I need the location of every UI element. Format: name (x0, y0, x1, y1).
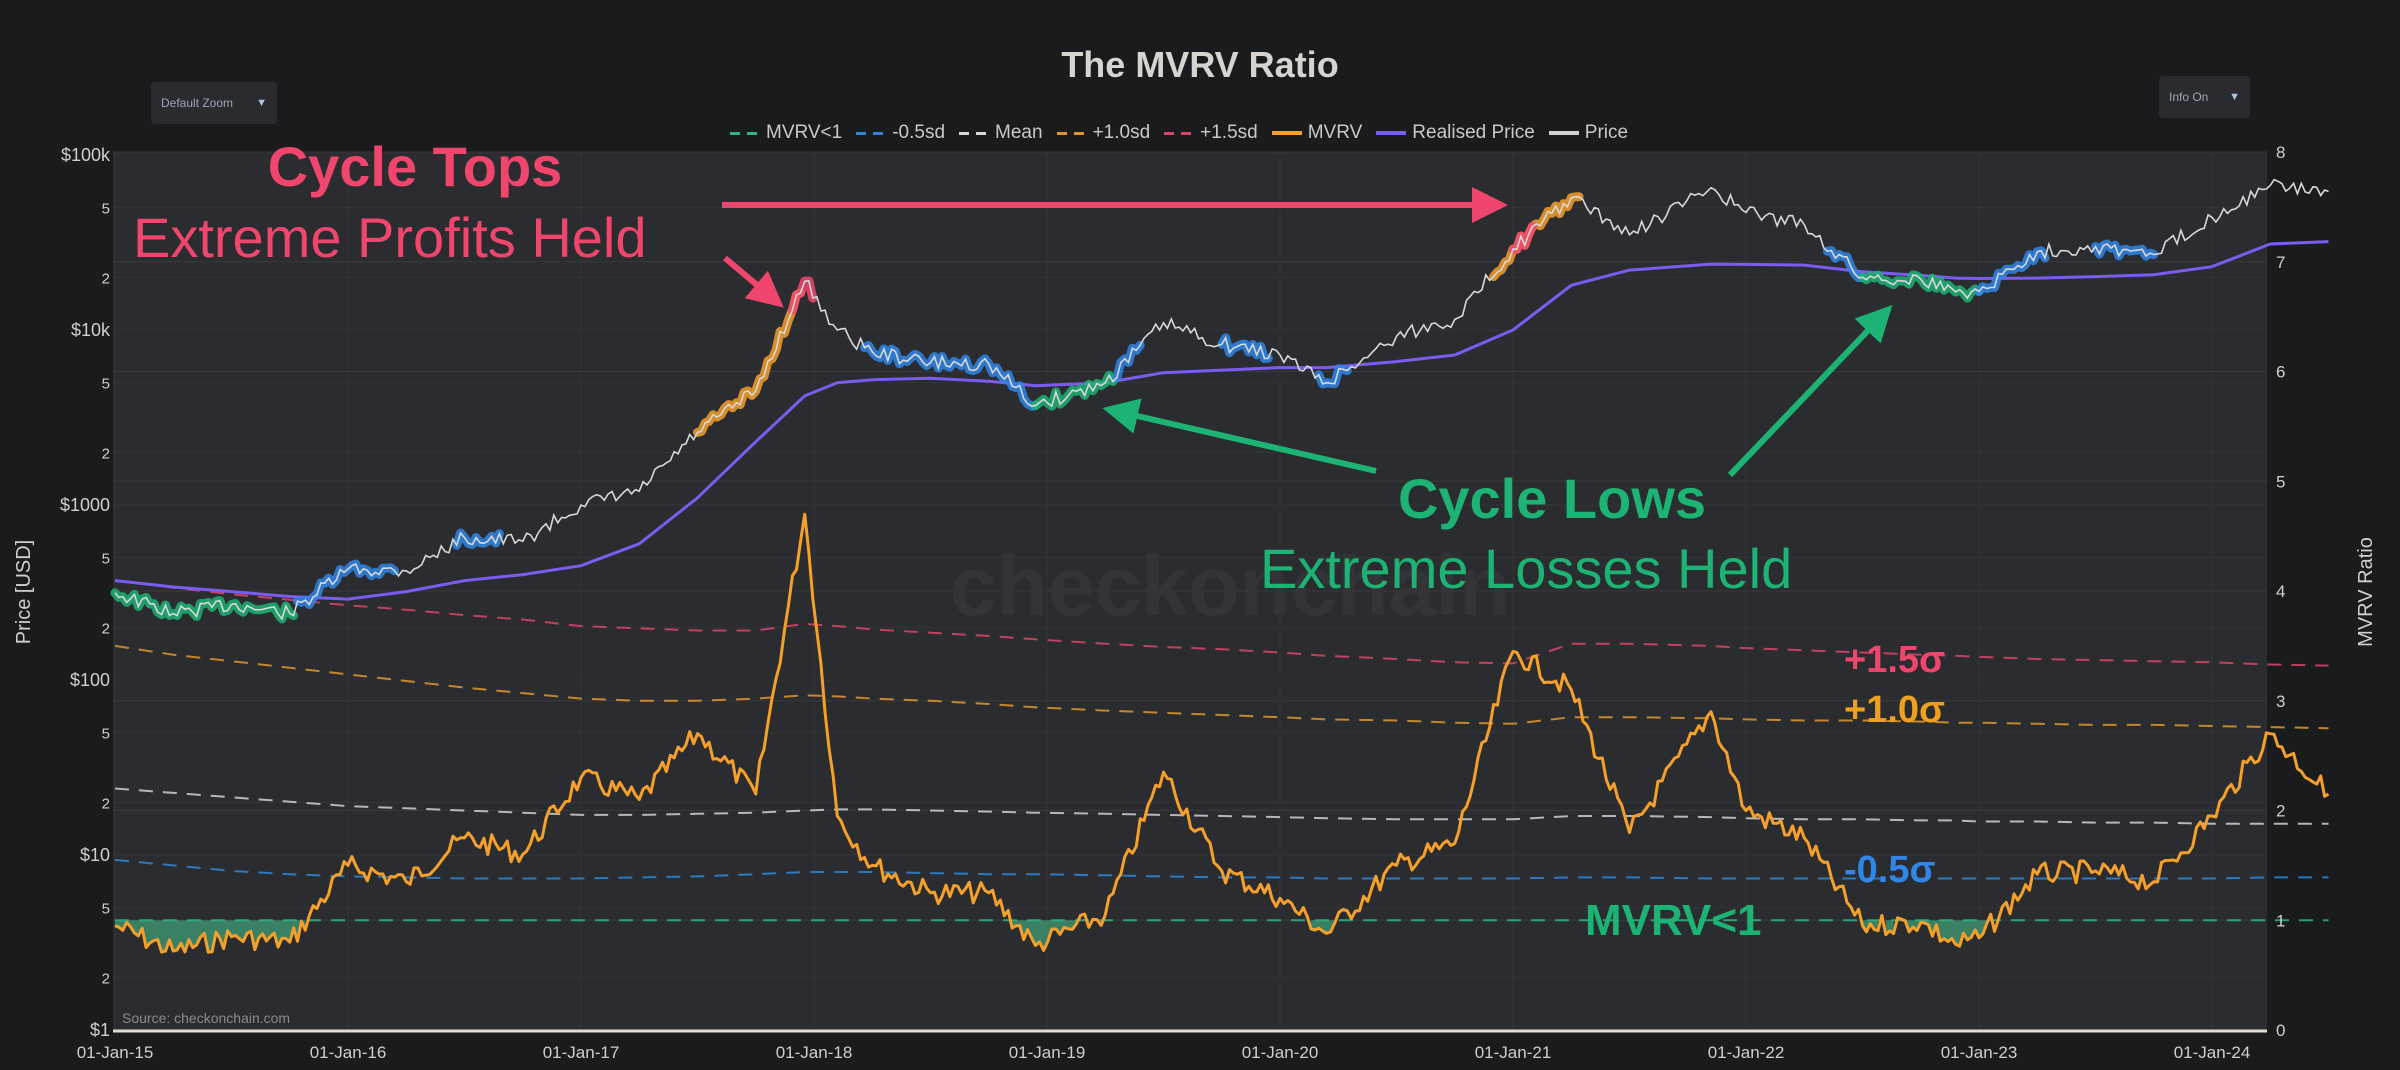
x-tick-label: 01-Jan-22 (1708, 1043, 1785, 1062)
zoom-dropdown-label: Default Zoom (161, 96, 234, 110)
chevron-down-icon: ▼ (2229, 91, 2240, 103)
legend-swatch-icon (959, 131, 990, 135)
x-tick-label: 01-Jan-24 (2174, 1043, 2251, 1062)
series-layer (110, 178, 2330, 954)
axes: $1 2 5 $10 2 5 $100 2 5 $1000 2 5 $10k 2 5 $100k 0 1 2 3 4 5 6… (60, 143, 2286, 1062)
y-axis-right-title: MVRV Ratio (2355, 537, 2377, 647)
legend-label: Price (1584, 122, 1629, 143)
y-right-tick-label: 3 (2276, 692, 2285, 711)
legend-label: MVRV (1307, 122, 1363, 143)
plus-1-0-sigma-label: +1.0σ (1844, 689, 1945, 731)
legend-item-mvrv-1[interactable]: MVRV<1 (730, 122, 842, 144)
watermark: checkonchain (950, 539, 1510, 633)
legend-swatch-icon (1548, 131, 1579, 135)
legend-item--1-0sd[interactable]: +1.0sd (1056, 122, 1151, 144)
y-left-tick-label: 2 (102, 270, 110, 287)
legend-swatch-icon (730, 131, 760, 135)
y-right-tick-label: 0 (2276, 1021, 2285, 1040)
chart-legend: MVRV<1 -0.5sd Mean +1.0sd +1.5sd MVRV Realised… (730, 122, 1628, 144)
legend-label: Realised Price (1412, 122, 1535, 143)
price-line (114, 178, 2329, 621)
band--1-0sd (114, 644, 2329, 730)
legend-swatch-icon (1164, 131, 1195, 135)
legend-item-price[interactable]: Price (1548, 122, 1629, 144)
x-tick-label: 01-Jan-17 (543, 1043, 620, 1062)
band--0-5sd (114, 858, 2329, 880)
legend-swatch-icon (1376, 131, 1407, 135)
plus-1-5-sigma-label: +1.5σ (1844, 639, 1945, 681)
x-tick-label: 01-Jan-19 (1009, 1043, 1086, 1062)
y-left-tick-label: $100 (70, 670, 110, 690)
y-left-tick-label: $1000 (60, 495, 110, 515)
legend-label: +1.5sd (1200, 122, 1258, 143)
legend-label: -0.5sd (892, 122, 946, 143)
y-right-tick-label: 2 (2276, 802, 2285, 821)
legend-swatch-icon (1056, 131, 1087, 135)
legend-item--0-5sd[interactable]: -0.5sd (856, 122, 945, 144)
x-tick-label: 01-Jan-18 (776, 1043, 853, 1062)
info-dropdown-label: Info On (2169, 90, 2209, 104)
arrow-up-right-icon (1727, 304, 1893, 478)
y-left-tick-label: $1 (90, 1020, 110, 1040)
y-left-tick-label: 2 (102, 795, 110, 812)
mvrv-line (114, 512, 2330, 954)
extreme-profits-label: Extreme Profits Held (133, 206, 647, 269)
band--1-5sd (114, 579, 2329, 667)
mvrv-lt1-label: MVRV<1 (1585, 896, 1762, 945)
realised-price-line (114, 240, 2329, 601)
y-left-tick-label: 5 (102, 901, 110, 918)
cycle-tops-label: Cycle Tops (268, 135, 563, 198)
y-right-tick-label: 4 (2276, 582, 2285, 601)
legend-label: +1.0sd (1092, 122, 1151, 143)
extreme-losses-label: Extreme Losses Held (1260, 537, 1792, 600)
x-tick-label: 01-Jan-15 (77, 1043, 154, 1062)
y-left-tick-label: 5 (102, 551, 110, 568)
y-left-tick-label: $100k (61, 145, 111, 165)
y-axis-left-title: Price [USD] (13, 540, 35, 644)
legend-swatch-icon (1271, 131, 1302, 135)
cycle-lows-label: Cycle Lows (1398, 467, 1706, 530)
x-tick-label: 01-Jan-20 (1242, 1043, 1319, 1062)
y-right-tick-label: 7 (2276, 253, 2285, 272)
y-left-tick-label: $10k (71, 320, 111, 340)
source-label: Source: checkonchain.com (122, 1010, 290, 1026)
y-right-tick-label: 6 (2276, 363, 2285, 382)
arrow-left-icon (1102, 398, 1377, 474)
y-right-tick-label: 5 (2276, 472, 2285, 491)
y-left-tick-label: 2 (102, 970, 110, 987)
y-left-tick-label: 5 (102, 201, 110, 218)
grid-lines (113, 151, 2267, 1031)
minus-0-5-sigma-label: -0.5σ (1844, 849, 1935, 891)
y-left-tick-label: 5 (102, 376, 110, 393)
arrow-down-right-icon (723, 255, 784, 308)
chevron-down-icon: ▼ (256, 97, 267, 109)
chart-title: The MVRV Ratio (1061, 44, 1339, 85)
y-left-tick-label: 5 (102, 726, 110, 743)
legend-item-mvrv[interactable]: MVRV (1271, 122, 1363, 144)
x-tick-label: 01-Jan-21 (1475, 1043, 1552, 1062)
y-left-tick-label: 2 (102, 620, 110, 637)
legend-swatch-icon (856, 131, 887, 135)
x-tick-label: 01-Jan-23 (1941, 1043, 2018, 1062)
legend-label: MVRV<1 (766, 122, 843, 143)
y-left-tick-label: 2 (102, 445, 110, 462)
zoom-dropdown[interactable]: Default Zoom ▼ (151, 82, 277, 124)
legend-label: Mean (995, 122, 1043, 143)
legend-item-realised-price[interactable]: Realised Price (1376, 122, 1535, 144)
legend-item-mean[interactable]: Mean (959, 122, 1043, 144)
band-mean (114, 787, 2329, 825)
legend-item--1-5sd[interactable]: +1.5sd (1164, 122, 1258, 144)
y-right-tick-label: 8 (2276, 143, 2285, 162)
x-tick-label: 01-Jan-16 (310, 1043, 387, 1062)
y-right-tick-label: 1 (2276, 911, 2285, 930)
y-left-tick-label: $10 (80, 845, 110, 865)
info-dropdown[interactable]: Info On ▼ (2159, 76, 2250, 118)
